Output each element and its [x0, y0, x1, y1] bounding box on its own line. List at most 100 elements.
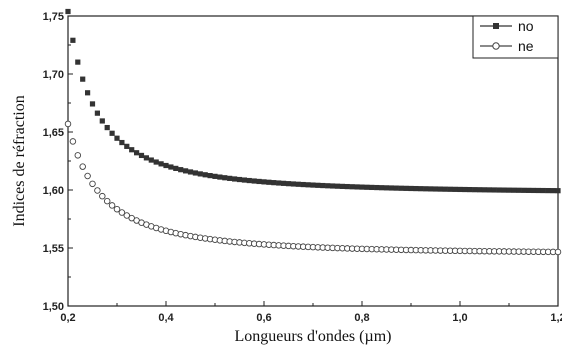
- data-point-no: [398, 185, 404, 191]
- data-point-no: [261, 179, 267, 185]
- data-point-no: [236, 176, 243, 183]
- data-point-no: [310, 182, 316, 188]
- data-point-no: [501, 187, 507, 193]
- data-point-no: [349, 184, 355, 190]
- y-tick-label: 1,75: [43, 11, 64, 23]
- data-point-no: [462, 186, 468, 193]
- data-point-no: [143, 155, 149, 161]
- data-point-no: [89, 101, 96, 107]
- plot-frame: [67, 15, 559, 307]
- y-tick-label: 1,50: [43, 301, 64, 313]
- data-point-ne: [123, 212, 131, 219]
- plot-area: [67, 15, 559, 307]
- data-point-no: [99, 118, 105, 124]
- data-point-no: [452, 186, 458, 192]
- data-point-no: [138, 152, 145, 159]
- data-point-no: [555, 188, 561, 194]
- data-point-no: [305, 182, 311, 188]
- data-point-no: [330, 183, 336, 189]
- data-point-ne: [103, 197, 111, 205]
- data-point-no: [114, 135, 120, 141]
- x-tick-label: 0,6: [256, 312, 271, 324]
- data-point-ne: [89, 180, 96, 188]
- data-point-no: [418, 186, 424, 192]
- data-point-no: [442, 186, 448, 192]
- data-point-no: [432, 186, 439, 192]
- data-point-no: [457, 186, 463, 193]
- data-point-no: [545, 187, 551, 194]
- data-point-no: [339, 183, 345, 189]
- x-tick-label: 0,2: [60, 312, 75, 324]
- data-point-no: [403, 185, 409, 191]
- data-point-no: [491, 187, 497, 193]
- data-point-no: [70, 37, 76, 43]
- data-point-no: [481, 187, 488, 193]
- x-tick-label: 1,0: [452, 312, 467, 324]
- data-point-no: [75, 59, 81, 65]
- y-tick-label: 1,65: [43, 127, 64, 139]
- data-point-no: [232, 176, 238, 182]
- data-point-ne: [108, 202, 116, 209]
- data-point-ne: [113, 205, 121, 213]
- data-point-no: [85, 90, 91, 96]
- data-point-ne: [74, 152, 82, 159]
- data-point-no: [134, 150, 140, 156]
- data-point-ne: [79, 163, 86, 170]
- x-tick-label: 1,2: [550, 312, 562, 324]
- data-point-no: [423, 186, 429, 192]
- data-point-no: [344, 183, 350, 190]
- x-tick-label: 0,8: [354, 312, 369, 324]
- data-point-no: [197, 171, 203, 177]
- data-point-no: [271, 180, 277, 186]
- data-point-no: [241, 177, 247, 183]
- data-point-no: [437, 186, 443, 192]
- data-point-no: [187, 169, 194, 175]
- series-no: [65, 8, 561, 194]
- data-point-no: [148, 157, 154, 163]
- data-point-no: [364, 184, 370, 190]
- data-point-no: [295, 181, 301, 187]
- data-point-no: [413, 185, 419, 192]
- data-point-no: [281, 180, 287, 186]
- data-point-no: [285, 181, 292, 187]
- y-tick-label: 1,60: [43, 185, 64, 197]
- data-point-no: [80, 76, 86, 82]
- axis-ticks: 0,2 0,4 0,6 0,8 1,0 1,2 1,50 1,55 1,60 1,65 1,70 1,…: [43, 11, 562, 324]
- data-point-no: [379, 185, 385, 191]
- data-point-ne: [94, 187, 101, 194]
- data-point-no: [530, 187, 537, 194]
- data-point-no: [447, 186, 453, 192]
- data-point-no: [477, 187, 483, 193]
- legend-ne-marker: [492, 42, 500, 50]
- x-tick-label: 0,4: [158, 312, 174, 324]
- data-point-no: [315, 182, 321, 188]
- data-point-ne: [554, 248, 562, 256]
- data-point-no: [369, 184, 375, 191]
- data-point-no: [173, 165, 179, 172]
- x-axis-title: Longueurs d'ondes (µm): [235, 328, 392, 345]
- data-point-ne: [69, 138, 77, 145]
- data-point-ne: [118, 209, 126, 216]
- series-ne: [64, 120, 562, 256]
- data-point-no: [300, 181, 306, 188]
- data-point-no: [325, 183, 331, 189]
- data-point-no: [104, 124, 110, 131]
- data-point-no: [516, 187, 522, 193]
- data-point-no: [65, 8, 71, 15]
- data-point-no: [192, 170, 198, 176]
- data-point-no: [129, 147, 135, 153]
- legend-no-marker: [493, 23, 499, 29]
- data-point-no: [94, 110, 100, 116]
- data-point-no: [246, 177, 252, 184]
- data-point-no: [506, 187, 512, 193]
- data-point-no: [354, 184, 360, 190]
- data-point-no: [334, 183, 341, 189]
- y-axis-title: Indices de réfraction: [11, 95, 28, 226]
- data-point-no: [178, 167, 184, 173]
- data-point-ne: [99, 192, 106, 200]
- data-point-no: [383, 185, 390, 191]
- data-point-no: [168, 164, 174, 170]
- data-point-no: [535, 187, 541, 194]
- data-point-no: [153, 159, 159, 165]
